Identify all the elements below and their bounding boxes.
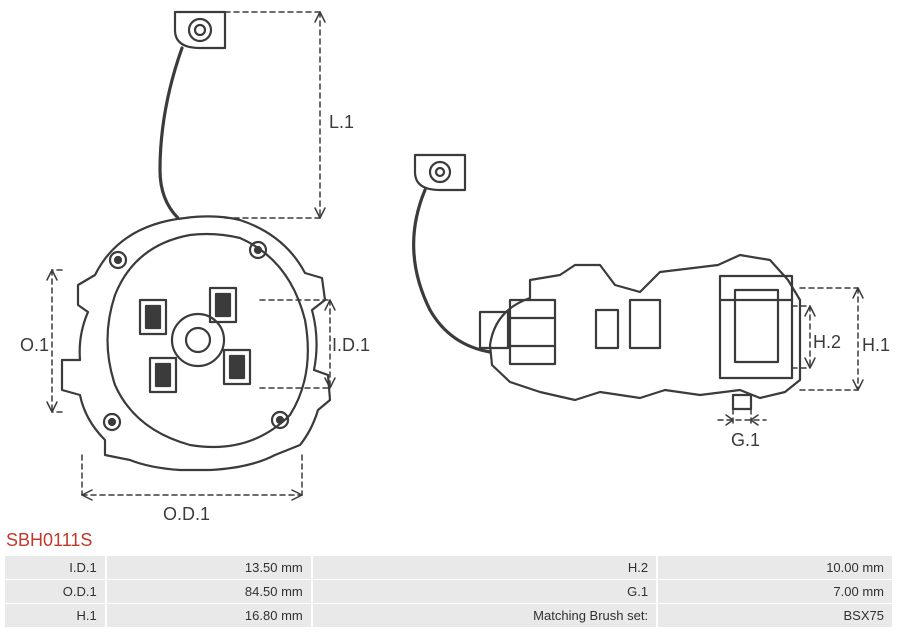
dim-label-o1: O.1 <box>20 335 49 356</box>
dim-label-h1: H.1 <box>862 335 890 356</box>
dim-label-h2: H.2 <box>813 332 841 353</box>
spec-label: I.D.1 <box>5 556 105 579</box>
spec-value: 16.80 mm <box>107 604 311 627</box>
spec-label: G.1 <box>313 580 656 603</box>
spec-value: 7.00 mm <box>658 580 892 603</box>
spec-value: 84.50 mm <box>107 580 311 603</box>
dim-label-id1: I.D.1 <box>332 335 370 356</box>
spec-value: 10.00 mm <box>658 556 892 579</box>
technical-diagram: L.1 I.D.1 O.1 O.D.1 H.1 H.2 G.1 <box>0 0 897 530</box>
page-canvas: L.1 I.D.1 O.1 O.D.1 H.1 H.2 G.1 SBH0111S… <box>0 0 897 639</box>
spec-label: Matching Brush set: <box>313 604 656 627</box>
spec-value: 13.50 mm <box>107 556 311 579</box>
dim-label-od1: O.D.1 <box>163 504 210 525</box>
table-row: I.D.1 13.50 mm H.2 10.00 mm <box>5 556 892 579</box>
table-row: O.D.1 84.50 mm G.1 7.00 mm <box>5 580 892 603</box>
spec-label: H.1 <box>5 604 105 627</box>
spec-value: BSX75 <box>658 604 892 627</box>
dim-label-l1: L.1 <box>329 112 354 133</box>
spec-label: O.D.1 <box>5 580 105 603</box>
diagram-svg <box>0 0 897 530</box>
part-number: SBH0111S <box>6 530 92 551</box>
spec-label: H.2 <box>313 556 656 579</box>
spec-table: I.D.1 13.50 mm H.2 10.00 mm O.D.1 84.50 … <box>3 555 894 628</box>
table-row: H.1 16.80 mm Matching Brush set: BSX75 <box>5 604 892 627</box>
dim-label-g1: G.1 <box>731 430 760 451</box>
